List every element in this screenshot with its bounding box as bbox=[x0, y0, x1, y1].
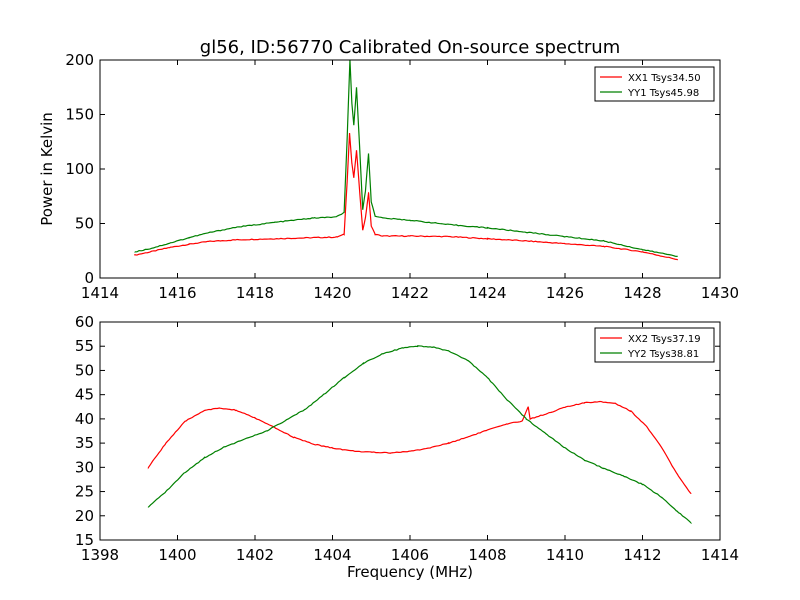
x-tick-label: 1426 bbox=[546, 284, 584, 302]
x-tick-label: 1406 bbox=[391, 546, 429, 564]
x-tick-label: 1428 bbox=[623, 284, 661, 302]
series-line-1-2 bbox=[134, 60, 678, 258]
x-tick-label: 1430 bbox=[701, 284, 739, 302]
y-tick-label: 20 bbox=[75, 507, 94, 525]
x-tick-label: 1418 bbox=[236, 284, 274, 302]
y-tick-label: 40 bbox=[75, 410, 94, 428]
series-line-2-1 bbox=[147, 400, 692, 494]
y-tick-label: 50 bbox=[75, 215, 94, 233]
legend-entry-label: XX2 Tsys37.19 bbox=[628, 334, 701, 345]
y-tick-label: 15 bbox=[75, 531, 94, 549]
y-tick-label: 150 bbox=[65, 106, 94, 124]
x-tick-label: 1422 bbox=[391, 284, 429, 302]
subplot-1: 1414 1416 1418 1420 1422 1424 1426 1428 1430 0 50 1… bbox=[38, 51, 739, 302]
x-tick-label: 1424 bbox=[468, 284, 506, 302]
legend: XX2 Tsys37.19 YY2 Tsys38.81 bbox=[594, 327, 715, 363]
x-tick-label: 1408 bbox=[468, 546, 506, 564]
series-lines bbox=[147, 345, 692, 525]
y-tick-label: 100 bbox=[65, 160, 94, 178]
x-tick-label: 1414 bbox=[701, 546, 739, 564]
chart-title: gl56, ID:56770 Calibrated On-source spec… bbox=[200, 37, 620, 58]
y-tick-label: 35 bbox=[75, 434, 94, 452]
y-tick-label: 60 bbox=[75, 313, 94, 331]
subplot-2: 1398 1400 1402 1404 1406 1408 1410 1412 1414 15 20… bbox=[75, 313, 739, 581]
x-tick-label: 1416 bbox=[158, 284, 196, 302]
x-tick-label: 1404 bbox=[313, 546, 351, 564]
legend: XX1 Tsys34.50 YY1 Tsys45.98 bbox=[594, 66, 715, 102]
series-line-2-2 bbox=[147, 345, 692, 525]
series-line-1-1 bbox=[134, 132, 678, 261]
series-lines bbox=[134, 60, 678, 261]
x-tick-label: 1420 bbox=[313, 284, 351, 302]
y-tick-label: 200 bbox=[65, 51, 94, 69]
y-tick-label: 30 bbox=[75, 458, 94, 476]
y-tick-label: 55 bbox=[75, 337, 94, 355]
plots-group: 1414 1416 1418 1420 1422 1424 1426 1428 14300501… bbox=[38, 51, 739, 581]
x-tick-label: 1402 bbox=[236, 546, 274, 564]
x-tick-label: 1398 bbox=[81, 546, 119, 564]
y-tick-label: 25 bbox=[75, 483, 94, 501]
legend-entry-label: YY1 Tsys45.98 bbox=[627, 88, 699, 99]
y-tick-label: 45 bbox=[75, 386, 94, 404]
y-axis-label: Power in Kelvin bbox=[38, 112, 56, 226]
legend-box bbox=[594, 66, 715, 102]
x-tick-label: 1400 bbox=[158, 546, 196, 564]
x-tick-label: 1412 bbox=[623, 546, 661, 564]
x-axis-label: Frequency (MHz) bbox=[347, 563, 473, 581]
y-tick-label: 50 bbox=[75, 361, 94, 379]
x-tick-label: 1410 bbox=[546, 546, 584, 564]
y-tick-label: 0 bbox=[84, 269, 94, 287]
legend-box bbox=[594, 327, 715, 363]
x-tick-label: 1414 bbox=[81, 284, 119, 302]
legend-entry-label: YY2 Tsys38.81 bbox=[627, 349, 699, 360]
legend-entry-label: XX1 Tsys34.50 bbox=[628, 73, 701, 84]
